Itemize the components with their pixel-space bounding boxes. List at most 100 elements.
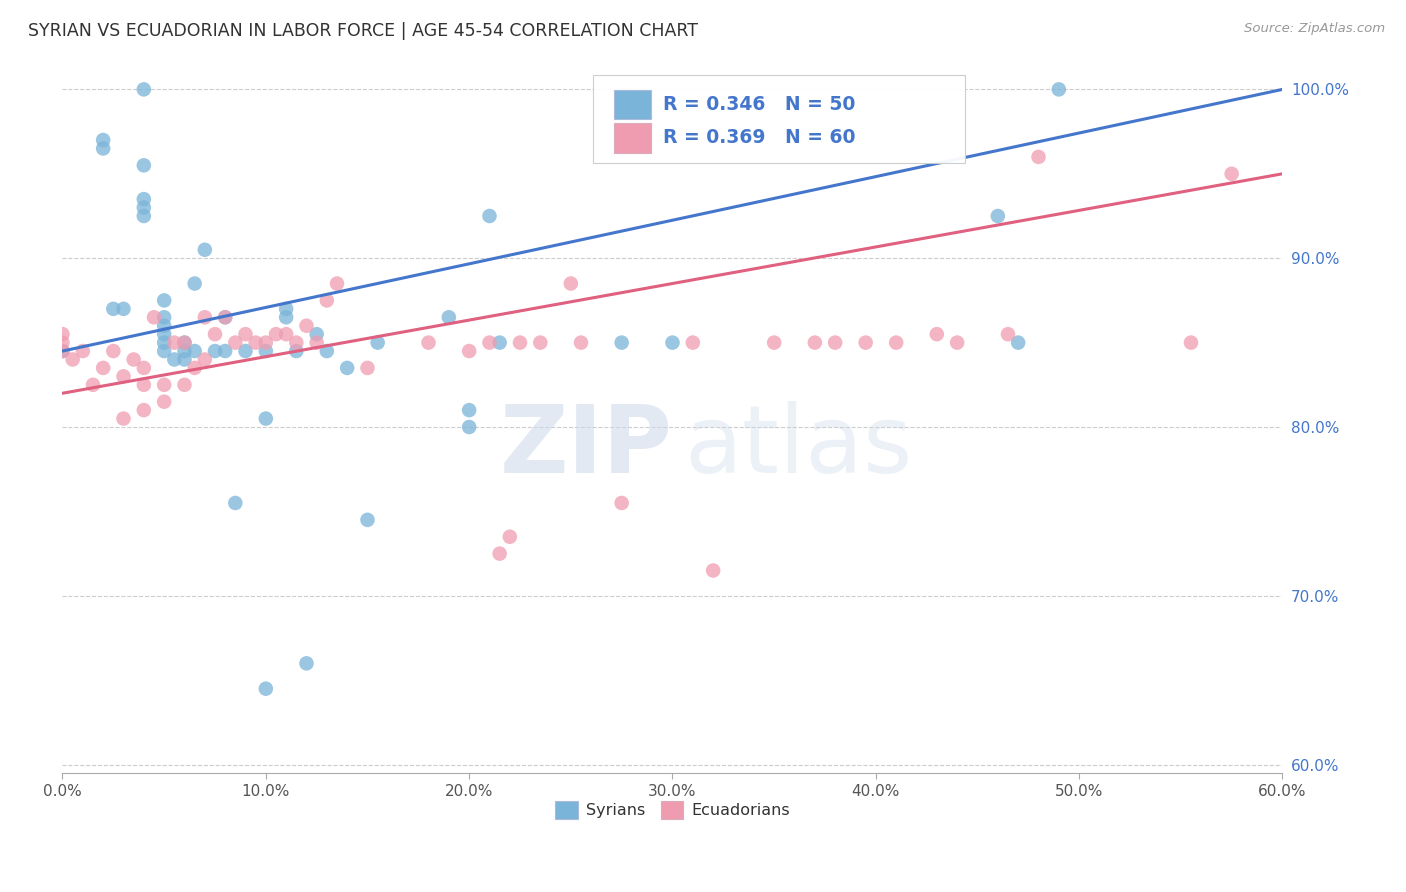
Point	[194, 243, 217, 257]
Point	[702, 564, 724, 578]
Point	[458, 344, 481, 359]
Point	[529, 335, 551, 350]
Point	[143, 310, 166, 325]
Point	[884, 335, 907, 350]
Point	[51, 344, 73, 359]
Point	[173, 335, 195, 350]
Point	[132, 377, 155, 392]
Point	[925, 327, 948, 342]
Point	[855, 335, 877, 350]
Point	[295, 657, 318, 671]
Point	[112, 411, 135, 425]
Point	[163, 335, 186, 350]
Point	[112, 301, 135, 316]
Point	[264, 327, 287, 342]
Point	[682, 335, 704, 350]
Point	[560, 277, 582, 291]
Point	[51, 344, 73, 359]
Point	[224, 496, 246, 510]
Point	[1007, 335, 1029, 350]
Point	[91, 141, 114, 155]
Point	[153, 318, 176, 333]
Point	[997, 327, 1019, 342]
Point	[254, 681, 277, 696]
Point	[72, 344, 94, 359]
Point	[153, 293, 176, 308]
Point	[173, 344, 195, 359]
Point	[305, 335, 328, 350]
Point	[326, 277, 349, 291]
Point	[173, 377, 195, 392]
Point	[367, 335, 389, 350]
Point	[1047, 82, 1070, 96]
Point	[946, 335, 969, 350]
Point	[153, 377, 176, 392]
Point	[153, 344, 176, 359]
Point	[132, 192, 155, 206]
Point	[153, 327, 176, 342]
Point	[214, 310, 236, 325]
Point	[183, 277, 205, 291]
Point	[132, 201, 155, 215]
Legend: Syrians, Ecuadorians: Syrians, Ecuadorians	[548, 794, 796, 825]
Point	[336, 360, 359, 375]
Point	[214, 310, 236, 325]
Point	[183, 360, 205, 375]
Point	[276, 327, 298, 342]
Point	[418, 335, 440, 350]
Point	[103, 301, 125, 316]
Point	[204, 327, 226, 342]
Point	[82, 377, 104, 392]
Text: atlas: atlas	[685, 401, 912, 493]
Point	[1028, 150, 1050, 164]
Point	[214, 344, 236, 359]
Point	[356, 513, 378, 527]
Point	[478, 335, 501, 350]
Text: R = 0.369   N = 60: R = 0.369 N = 60	[662, 128, 855, 147]
Point	[204, 344, 226, 359]
Point	[132, 209, 155, 223]
Point	[437, 310, 460, 325]
Point	[305, 327, 328, 342]
Point	[51, 327, 73, 342]
Point	[987, 209, 1010, 223]
FancyBboxPatch shape	[593, 75, 966, 163]
Point	[132, 158, 155, 172]
Point	[1180, 335, 1202, 350]
Point	[153, 335, 176, 350]
FancyBboxPatch shape	[614, 89, 651, 120]
Point	[132, 360, 155, 375]
Point	[183, 344, 205, 359]
Point	[122, 352, 145, 367]
Point	[224, 335, 246, 350]
Point	[488, 335, 510, 350]
Point	[173, 352, 195, 367]
Point	[610, 335, 633, 350]
Point	[315, 293, 337, 308]
Text: SYRIAN VS ECUADORIAN IN LABOR FORCE | AGE 45-54 CORRELATION CHART: SYRIAN VS ECUADORIAN IN LABOR FORCE | AG…	[28, 22, 699, 40]
Point	[356, 360, 378, 375]
Point	[804, 335, 827, 350]
Point	[254, 411, 277, 425]
Point	[569, 335, 592, 350]
Point	[153, 394, 176, 409]
Point	[235, 344, 257, 359]
Point	[194, 352, 217, 367]
Point	[488, 547, 510, 561]
Point	[824, 335, 846, 350]
Point	[276, 301, 298, 316]
Point	[458, 403, 481, 417]
Point	[661, 335, 683, 350]
Text: ZIP: ZIP	[499, 401, 672, 493]
Point	[254, 344, 277, 359]
Point	[610, 496, 633, 510]
Point	[163, 352, 186, 367]
Point	[458, 420, 481, 434]
Point	[1220, 167, 1243, 181]
Point	[132, 82, 155, 96]
Point	[51, 335, 73, 350]
Point	[91, 360, 114, 375]
Point	[153, 310, 176, 325]
Point	[478, 209, 501, 223]
Text: R = 0.346   N = 50: R = 0.346 N = 50	[662, 95, 855, 114]
